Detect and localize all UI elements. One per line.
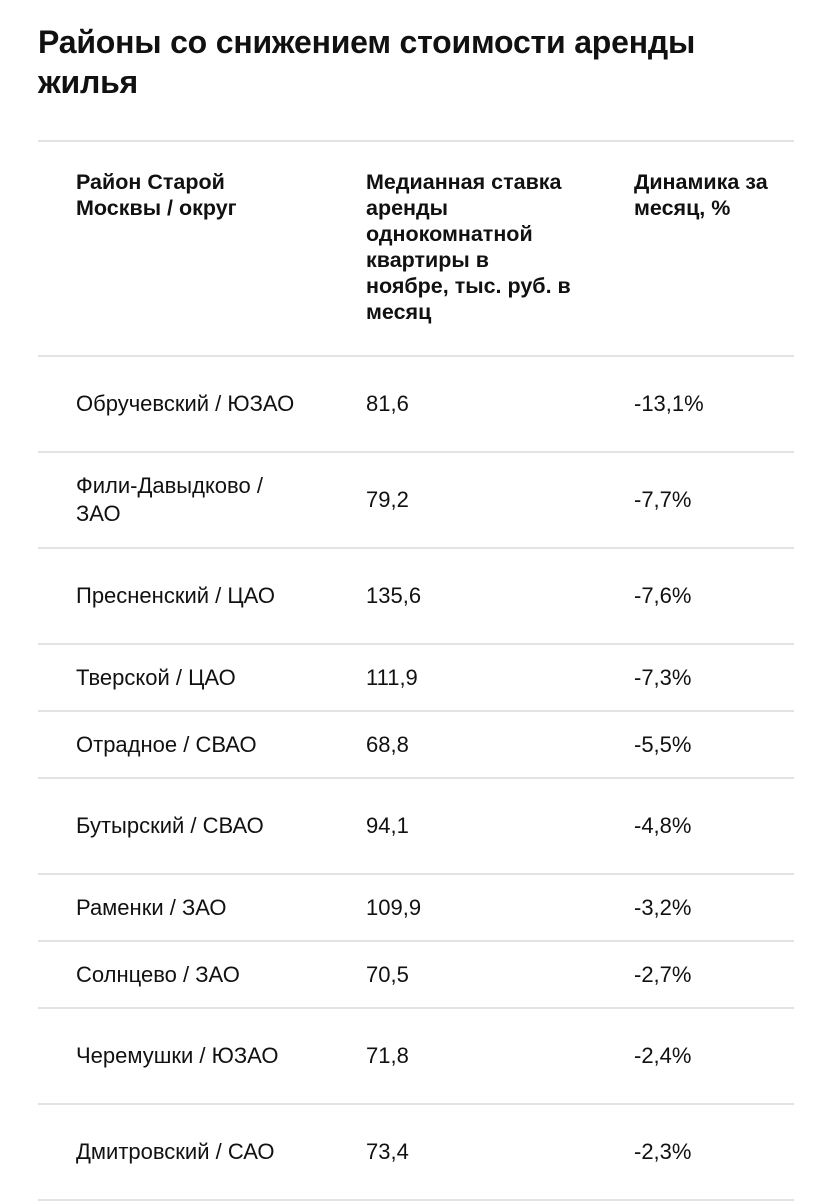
rate-cell: 73,4 — [366, 1139, 409, 1164]
page-title: Районы со снижением стоимости аренды жил… — [38, 24, 696, 100]
header-monthly-change: Динамика за месяц, % — [634, 170, 768, 220]
district-cell: Обручевский / ЮЗАО — [76, 391, 295, 416]
change-cell: -5,5% — [634, 731, 692, 757]
table-row: Пресненский / ЦАО 135,6 -7,6% — [38, 549, 794, 645]
table-row: Раменки / ЗАО 109,9 -3,2% — [38, 875, 794, 942]
rate-cell: 135,6 — [366, 583, 422, 608]
change-cell: -2,7% — [634, 961, 692, 987]
district-cell: Солнцево / ЗАО — [76, 961, 240, 987]
table-row: Обручевский / ЮЗАО 81,6 -13,1% — [38, 357, 794, 453]
table-row: Отрадное / СВАО 68,8 -5,5% — [38, 712, 794, 779]
rate-cell: 71,8 — [366, 1043, 409, 1068]
change-cell: -3,2% — [634, 894, 692, 920]
change-cell: -13,1% — [634, 391, 704, 416]
header-median-rate: Медианная ставка аренды однокомнатной кв… — [366, 170, 571, 324]
change-cell: -4,8% — [634, 813, 692, 838]
district-cell: Черемушки / ЮЗАО — [76, 1043, 279, 1068]
table-header-row: Район Старой Москвы / округ Медианная ст… — [38, 142, 794, 357]
table-row: Дмитровский / САО 73,4 -2,3% — [38, 1105, 794, 1201]
district-cell: Тверской / ЦАО — [76, 664, 236, 690]
table-row: Фили-Давыдково / ЗАО 79,2 -7,7% — [38, 453, 794, 549]
district-cell: Дмитровский / САО — [76, 1139, 275, 1164]
table-row: Бутырский / СВАО 94,1 -4,8% — [38, 779, 794, 875]
change-cell: -7,3% — [634, 664, 692, 690]
rate-cell: 81,6 — [366, 391, 409, 416]
district-cell: Бутырский / СВАО — [76, 813, 264, 838]
change-cell: -2,4% — [634, 1043, 692, 1068]
change-cell: -2,3% — [634, 1139, 692, 1164]
change-cell: -7,6% — [634, 583, 692, 608]
table-row: Солнцево / ЗАО 70,5 -2,7% — [38, 942, 794, 1009]
table-row: Черемушки / ЮЗАО 71,8 -2,4% — [38, 1009, 794, 1105]
table-row: Тверской / ЦАО 111,9 -7,3% — [38, 645, 794, 712]
district-cell: Раменки / ЗАО — [76, 894, 227, 920]
rate-cell: 70,5 — [366, 961, 409, 987]
rate-cell: 94,1 — [366, 813, 409, 838]
district-cell: Фили-Давыдково / ЗАО — [76, 473, 263, 526]
rate-cell: 79,2 — [366, 487, 409, 512]
rent-table: Район Старой Москвы / округ Медианная ст… — [38, 140, 794, 1201]
header-district: Район Старой Москвы / округ — [76, 170, 237, 220]
change-cell: -7,7% — [634, 487, 692, 512]
rate-cell: 111,9 — [366, 664, 418, 690]
rate-cell: 68,8 — [366, 731, 409, 757]
district-cell: Пресненский / ЦАО — [76, 583, 275, 608]
rate-cell: 109,9 — [366, 894, 422, 920]
district-cell: Отрадное / СВАО — [76, 731, 257, 757]
